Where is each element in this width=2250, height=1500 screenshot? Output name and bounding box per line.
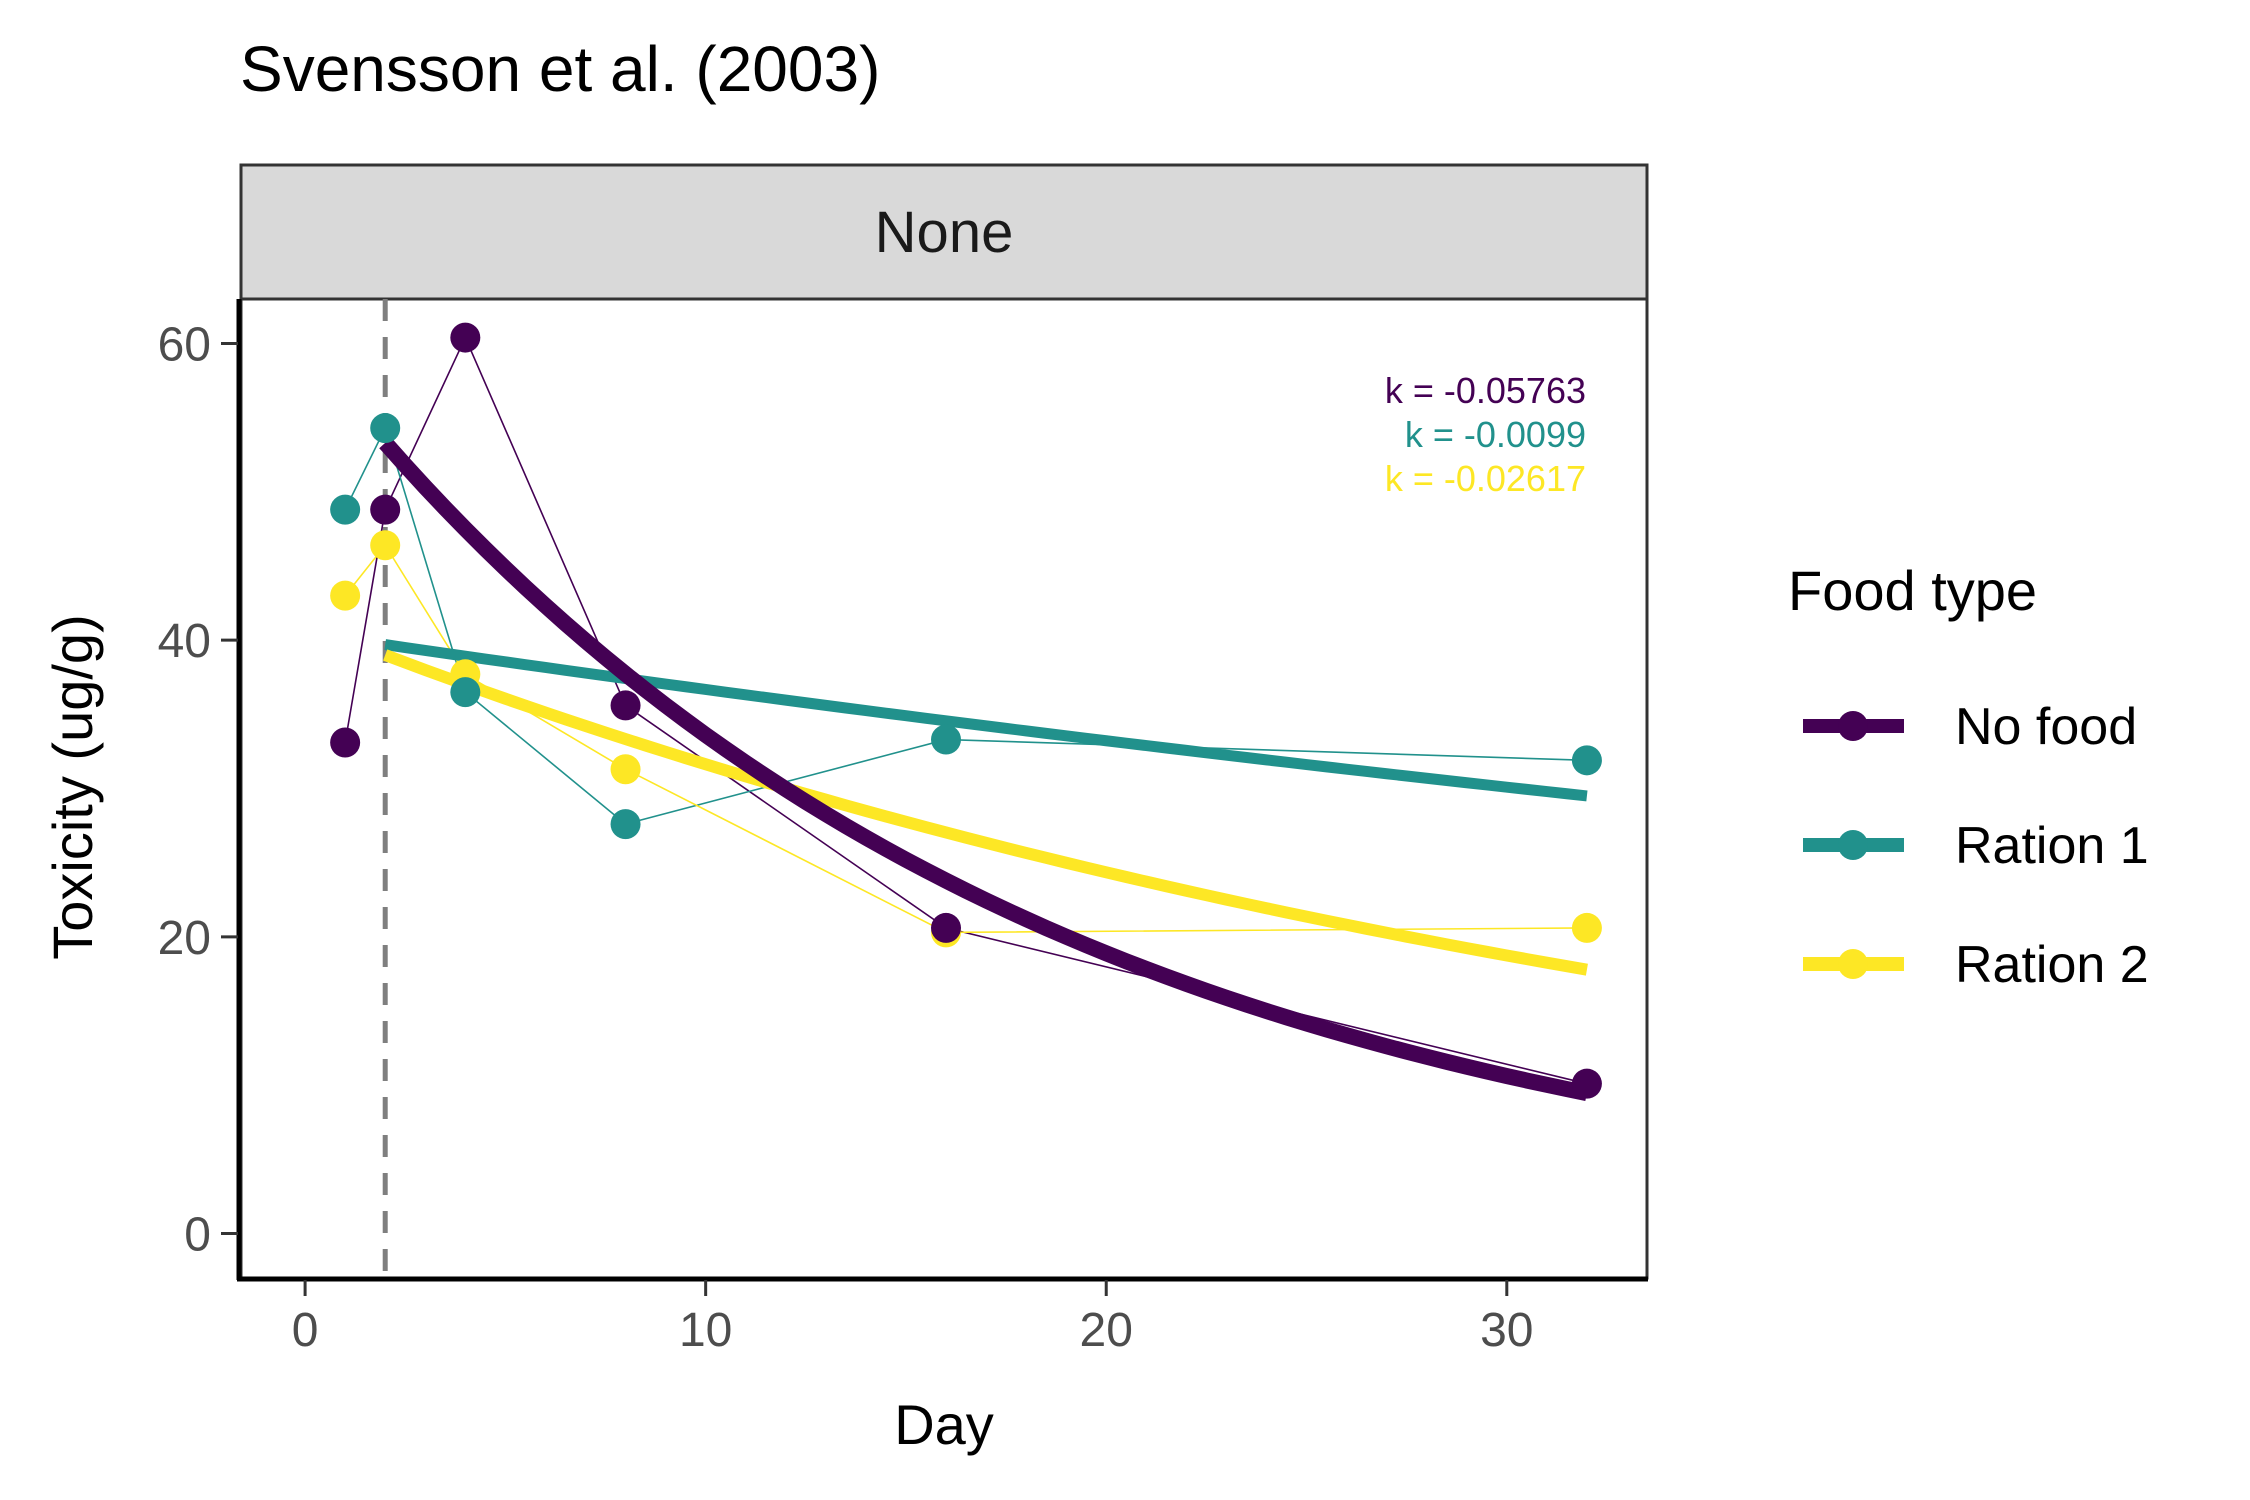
y-tick-label: 60 [158, 319, 211, 372]
y-axis-title: Toxicity (ug/g) [41, 614, 104, 959]
data-point-ration-1 [370, 413, 401, 444]
data-point-ration-2 [610, 754, 641, 785]
data-point-no-food [610, 690, 641, 721]
k-label-ration-1: k = -0.0099 [1405, 414, 1586, 455]
data-point-ration-1 [330, 494, 361, 525]
legend-title: Food type [1788, 559, 2037, 622]
legend-key-point-no-food [1838, 711, 1868, 741]
y-tick-label: 20 [158, 912, 211, 965]
data-point-ration-1 [931, 724, 962, 755]
facet-strip-label: None [875, 200, 1014, 265]
x-tick-label: 0 [292, 1304, 319, 1357]
k-label-ration-2: k = -0.02617 [1385, 458, 1586, 499]
k-label-no-food: k = -0.05763 [1385, 370, 1586, 411]
data-point-ration-1 [450, 677, 481, 708]
y-tick-label: 40 [158, 615, 211, 668]
data-point-ration-2 [1571, 912, 1602, 943]
data-point-no-food [931, 912, 962, 943]
legend-label-ration-2: Ration 2 [1955, 936, 2149, 994]
data-point-no-food [1571, 1068, 1602, 1099]
x-axis-title: Day [894, 1393, 994, 1456]
facet-strip [239, 163, 1649, 301]
legend-label-no-food: No food [1955, 698, 2137, 756]
data-point-ration-1 [1571, 745, 1602, 776]
x-tick-label: 30 [1480, 1304, 1533, 1357]
y-tick-label: 0 [184, 1209, 211, 1262]
plot-panel [239, 297, 1649, 1280]
fit-curve-ration-2 [383, 649, 1588, 976]
data-point-ration-2 [370, 530, 401, 561]
legend-key-point-ration-1 [1838, 830, 1868, 860]
raw-line-ration-1 [344, 425, 1587, 825]
data-point-ration-1 [610, 809, 641, 840]
data-point-no-food [330, 727, 361, 758]
data-point-no-food [450, 322, 481, 353]
fit-curve-no-food [379, 437, 1589, 1102]
chart-title: Svensson et al. (2003) [240, 33, 881, 105]
data-point-no-food [370, 494, 401, 525]
fit-curve-ration-1 [384, 639, 1588, 802]
legend-key-point-ration-2 [1838, 949, 1868, 979]
data-point-ration-2 [330, 580, 361, 611]
x-tick-label: 10 [679, 1304, 732, 1357]
legend-label-ration-1: Ration 1 [1955, 817, 2149, 875]
x-tick-label: 20 [1080, 1304, 1133, 1357]
